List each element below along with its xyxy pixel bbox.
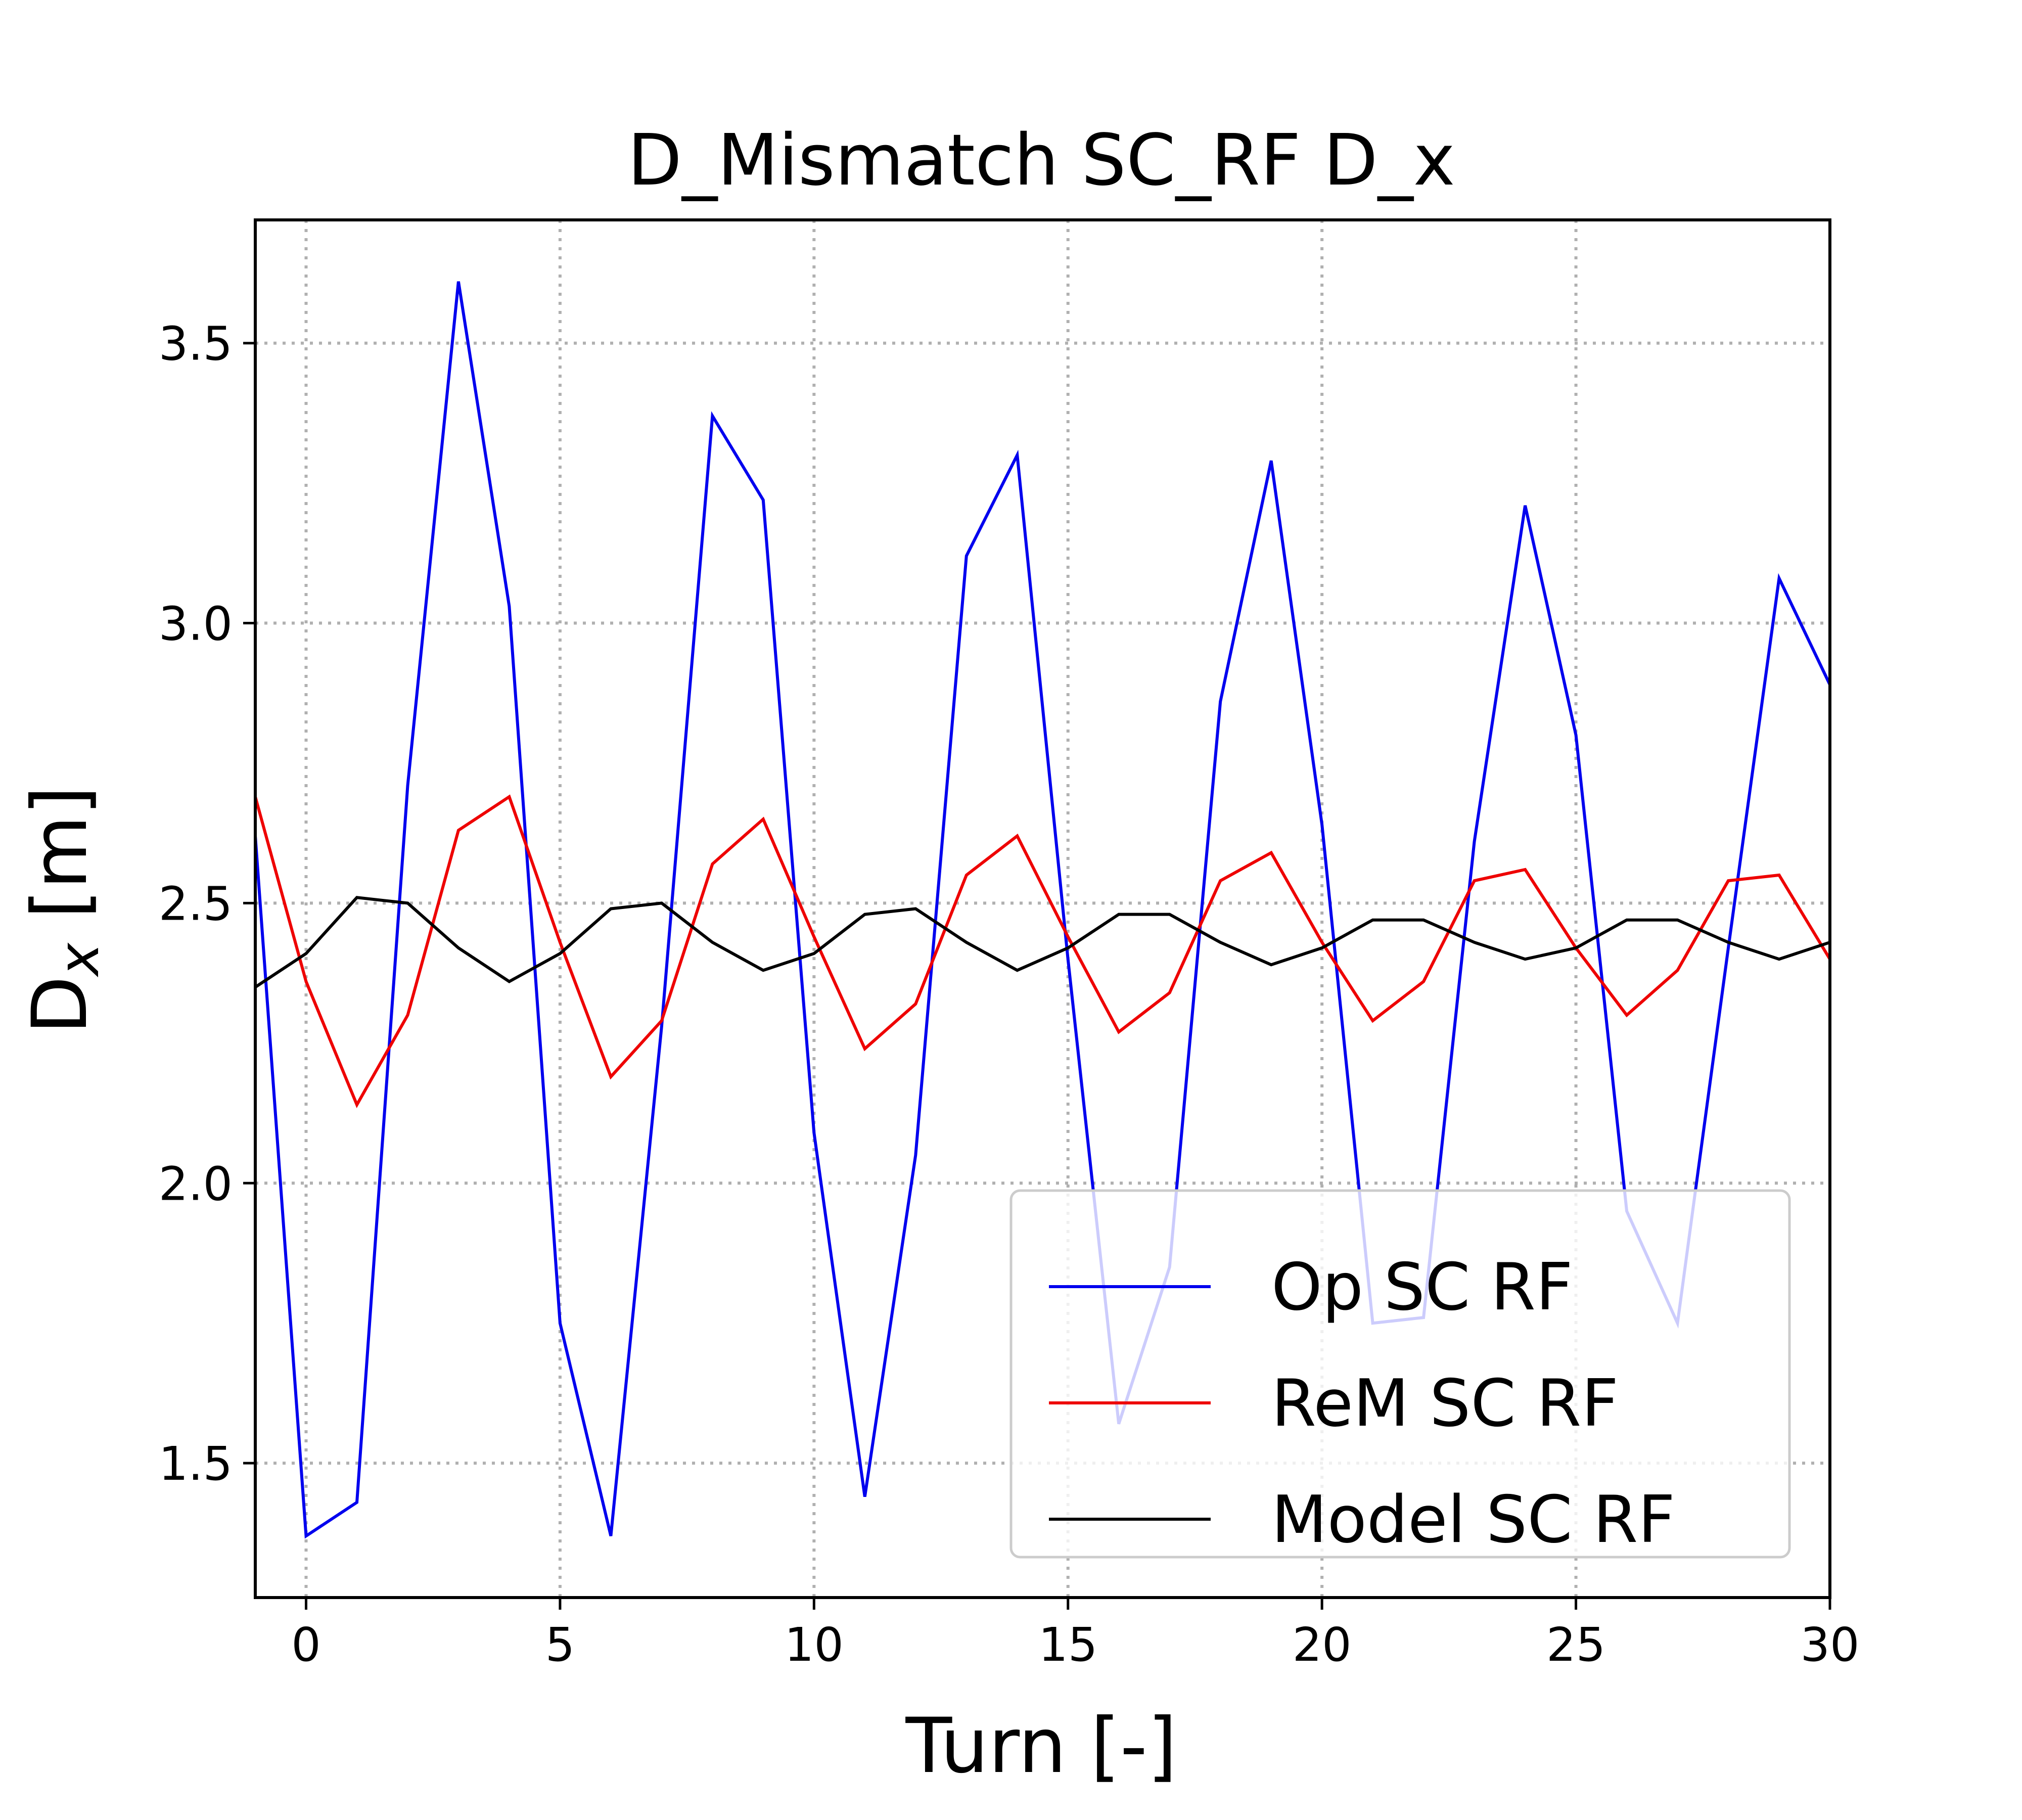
plot-frame (254, 218, 1831, 1599)
series-line-op-sc-rf (255, 281, 1830, 1539)
x-tick-label: 10 (785, 1618, 844, 1672)
chart-title: D_Mismatch SC_RF D_x (627, 119, 1455, 202)
y-axis-label: Dx [m] (16, 786, 111, 1034)
y-tick-label: 3.5 (159, 317, 233, 371)
y-tick-label: 2.5 (159, 877, 233, 931)
series-line-rem-sc-rf (255, 794, 1830, 1109)
x-tick-label: 25 (1546, 1618, 1605, 1672)
legend-label: ReM SC RF (1271, 1366, 1619, 1441)
y-tick-label: 3.0 (159, 597, 233, 651)
x-tick-label: 30 (1800, 1618, 1859, 1672)
y-axis-label-main: D (16, 976, 104, 1034)
x-tick-label: 15 (1038, 1618, 1097, 1672)
series-lines (255, 281, 1830, 1539)
legend-label: Model SC RF (1271, 1482, 1675, 1558)
legend-box (1009, 1189, 1791, 1559)
y-tick-label: 1.5 (159, 1437, 233, 1491)
x-axis-ticks: 0 5 10 15 20 25 30 (291, 1598, 1860, 1672)
x-tick-label: 20 (1293, 1618, 1352, 1672)
y-axis-ticks: 1.5 2.0 2.5 3.0 3.5 (159, 317, 255, 1491)
y-axis-label-subscript: x (47, 942, 111, 977)
legend: Op SC RF ReM SC RF Model SC RF (1009, 1189, 1791, 1559)
x-tick-label: 0 (291, 1618, 321, 1672)
series-line-model-sc-rf (255, 896, 1830, 989)
x-tick-label: 5 (545, 1618, 575, 1672)
legend-label: Op SC RF (1271, 1250, 1573, 1325)
y-tick-label: 2.0 (159, 1157, 233, 1211)
y-axis-label-unit: [m] (16, 786, 104, 943)
x-axis-label: Turn [-] (905, 1702, 1177, 1790)
